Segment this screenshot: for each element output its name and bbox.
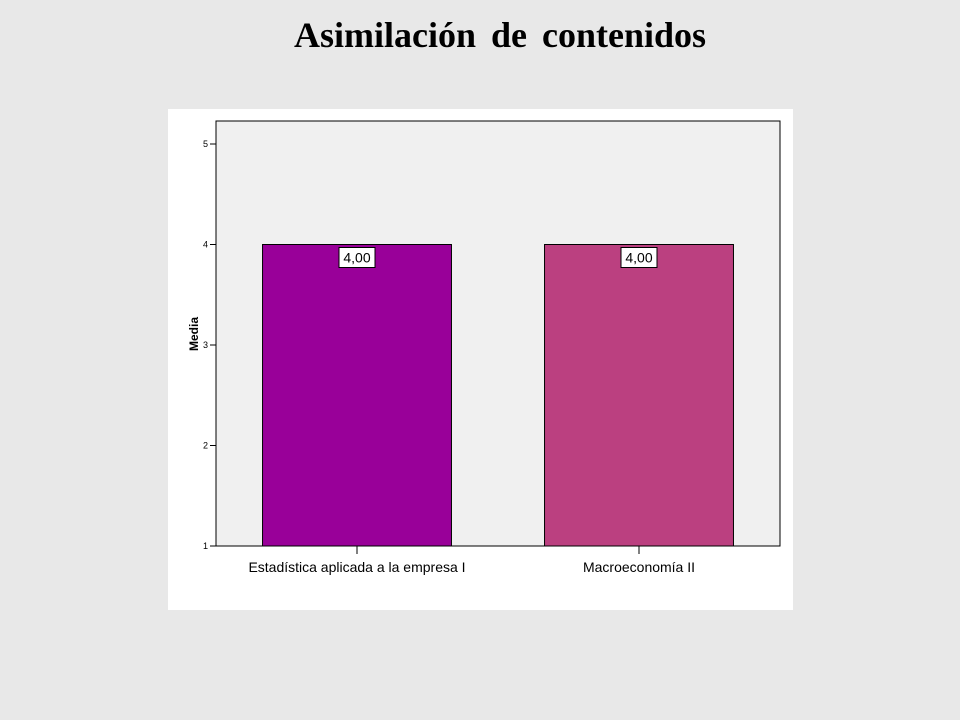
y-tick-label: 2 <box>203 441 208 451</box>
bar <box>262 244 452 547</box>
x-category-label: Estadística aplicada a la empresa I <box>248 559 465 575</box>
chart-panel: 1 2 3 4 5 4,00 4,00 Estadística aplicada a la… <box>168 109 793 610</box>
data-label: 4,00 <box>343 250 370 266</box>
y-axis-title: Media <box>187 317 201 351</box>
bar-chart: 1 2 3 4 5 4,00 4,00 Estadística aplicada a la… <box>187 120 781 575</box>
x-category-label: Macroeconomía II <box>583 559 695 575</box>
data-label: 4,00 <box>625 250 652 266</box>
data-label-box <box>338 247 376 268</box>
bars: 4,00 4,00 <box>262 244 734 547</box>
data-label-box <box>620 247 658 268</box>
y-axis: 1 2 3 4 5 <box>203 139 216 551</box>
x-axis: Estadística aplicada a la empresa I Macro… <box>248 546 695 575</box>
y-tick-label: 3 <box>203 340 208 350</box>
slide-title: Asimilación de contenidos <box>293 15 707 55</box>
y-tick-label: 1 <box>203 541 208 551</box>
y-tick-label: 5 <box>203 139 208 149</box>
bar <box>544 244 734 547</box>
y-tick-label: 4 <box>203 240 208 250</box>
